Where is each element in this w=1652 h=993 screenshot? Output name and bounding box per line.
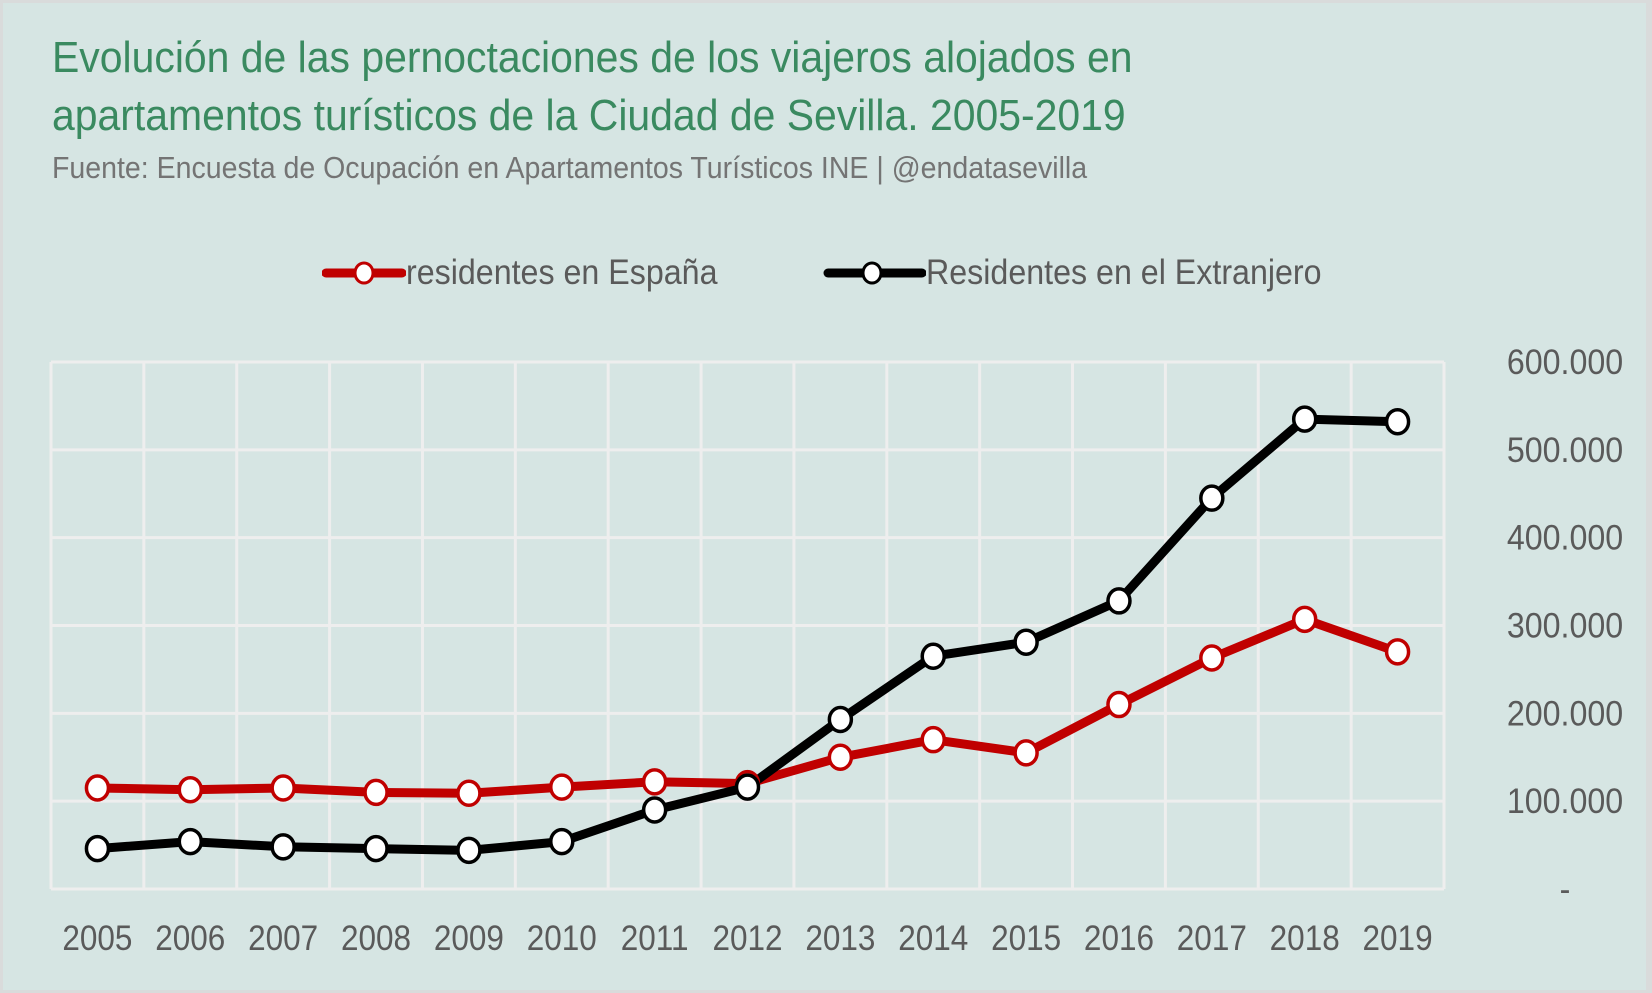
x-tick-label: 2019 xyxy=(1363,920,1433,959)
data-point-series-1 xyxy=(84,834,111,863)
chart-subtitle: Fuente: Encuesta de Ocupación en Apartam… xyxy=(52,150,1088,185)
data-point-series-0 xyxy=(270,774,296,802)
y-tick-label: 500.000 xyxy=(1507,432,1623,471)
chart-title-line-2: apartamentos turísticos de la Ciudad de … xyxy=(52,91,1126,140)
data-point-series-0 xyxy=(177,775,204,804)
legend-label-foreign: Residentes en el Extranjero xyxy=(926,253,1322,292)
data-point-series-1 xyxy=(1291,405,1318,433)
data-point-series-0 xyxy=(1199,644,1225,672)
x-tick-label: 2006 xyxy=(155,920,225,959)
data-point-series-1 xyxy=(1384,407,1411,436)
legend-label-spain: residentes en España xyxy=(406,253,718,292)
x-tick-label: 2013 xyxy=(805,920,875,959)
y-tick-label: 400.000 xyxy=(1507,519,1623,558)
data-point-series-0 xyxy=(363,778,389,807)
x-tick-label: 2018 xyxy=(1270,920,1340,959)
y-tick-label: 300.000 xyxy=(1507,607,1623,646)
y-tick-label: 200.000 xyxy=(1507,695,1623,734)
x-tick-label: 2010 xyxy=(527,920,597,959)
data-point-series-1 xyxy=(1199,484,1225,512)
data-point-series-1 xyxy=(1106,587,1132,615)
data-point-series-0 xyxy=(641,768,668,796)
x-tick-label: 2015 xyxy=(991,920,1061,959)
y-tick-label: 600.000 xyxy=(1507,344,1623,383)
data-point-series-1 xyxy=(827,705,854,734)
data-point-series-1 xyxy=(734,773,761,801)
x-tick-label: 2008 xyxy=(341,920,411,959)
chart-title-line-1: Evolución de las pernoctaciones de los v… xyxy=(52,33,1133,82)
data-point-series-1 xyxy=(920,642,946,670)
x-axis: 2005 2006 2007 2008 2009 2010 2011 2012 2013 2014… xyxy=(62,920,1432,959)
data-point-series-1 xyxy=(641,796,668,824)
data-point-series-0 xyxy=(456,779,482,808)
legend-item-foreign: Residentes en el Extranjero xyxy=(822,253,1356,293)
x-tick-label: 2011 xyxy=(621,920,689,959)
grid xyxy=(49,360,1446,891)
legend-marker-spain xyxy=(322,261,406,285)
data-point-series-0 xyxy=(549,773,575,801)
data-point-series-0 xyxy=(84,774,111,802)
data-point-series-1 xyxy=(456,836,482,865)
y-tick-label: - xyxy=(1560,871,1571,910)
data-point-series-0 xyxy=(1013,739,1039,767)
data-point-series-1 xyxy=(1013,628,1039,656)
data-point-series-1 xyxy=(270,833,296,861)
data-point-series-0 xyxy=(1384,638,1411,666)
y-axis: - 100.000 200.000 300.000 400.000 500.000 600.… xyxy=(1507,344,1623,910)
data-point-series-1 xyxy=(549,827,575,856)
y-tick-label: 100.000 xyxy=(1507,783,1623,822)
series-line-0 xyxy=(92,614,1403,798)
legend: residentes en España Residentes en el Ex… xyxy=(0,253,1652,303)
x-tick-label: 2012 xyxy=(712,920,782,959)
data-point-series-0 xyxy=(1106,690,1132,719)
series-points xyxy=(84,405,1411,865)
data-point-series-0 xyxy=(920,725,946,754)
x-tick-label: 2016 xyxy=(1084,920,1154,959)
x-tick-label: 2005 xyxy=(62,920,132,959)
x-tick-label: 2009 xyxy=(434,920,504,959)
x-tick-label: 2007 xyxy=(248,920,318,959)
data-point-series-0 xyxy=(827,743,854,771)
data-point-series-1 xyxy=(363,834,389,863)
x-tick-label: 2014 xyxy=(898,920,968,959)
legend-marker-foreign xyxy=(823,261,926,285)
x-tick-label: 2017 xyxy=(1177,920,1247,959)
data-point-series-1 xyxy=(177,827,204,856)
chart-frame xyxy=(3,3,1646,990)
data-point-series-0 xyxy=(1291,605,1318,634)
legend-item-spain: residentes en España xyxy=(322,253,745,293)
